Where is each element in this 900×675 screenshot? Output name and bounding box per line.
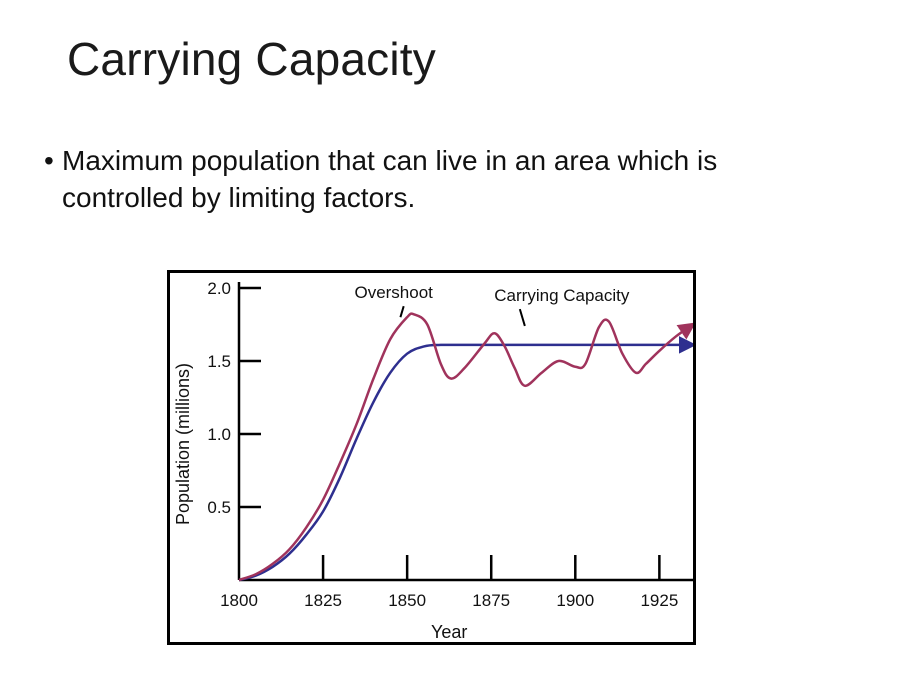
x-tick-label: 1825 [304,591,342,610]
slide-title: Carrying Capacity [67,33,436,85]
carrying-capacity-chart: 0.5 1.0 1.5 2.0 1800 1825 1850 1875 1900 1925 Yea… [173,279,697,642]
bullet-text: Maximum population that can live in an a… [62,145,718,213]
x-tick-label: 1925 [640,591,678,610]
x-tick-label: 1875 [472,591,510,610]
y-tick-label: 1.0 [207,425,231,444]
bullet-dot-icon: • [44,145,54,176]
y-tick-label: 1.5 [207,352,231,371]
chart-frame: 0.5 1.0 1.5 2.0 1800 1825 1850 1875 1900 1925 Yea… [167,270,697,645]
x-axis-label: Year [431,622,467,642]
carrying-capacity-line [238,336,697,582]
carrying-capacity-annotation: Carrying Capacity [494,286,630,305]
population-line [238,312,696,582]
bullet-point: • Maximum population that can live in an… [44,142,844,216]
annotation-pointer [518,308,526,327]
x-tick-label: 1850 [388,591,426,610]
overshoot-annotation: Overshoot [354,283,433,302]
y-tick-label: 2.0 [207,279,231,298]
x-tick-label: 1900 [556,591,594,610]
x-tick-label: 1800 [220,591,258,610]
y-axis-label: Population (millions) [173,363,193,525]
y-tick-label: 0.5 [207,498,231,517]
annotation-pointer [399,305,405,318]
